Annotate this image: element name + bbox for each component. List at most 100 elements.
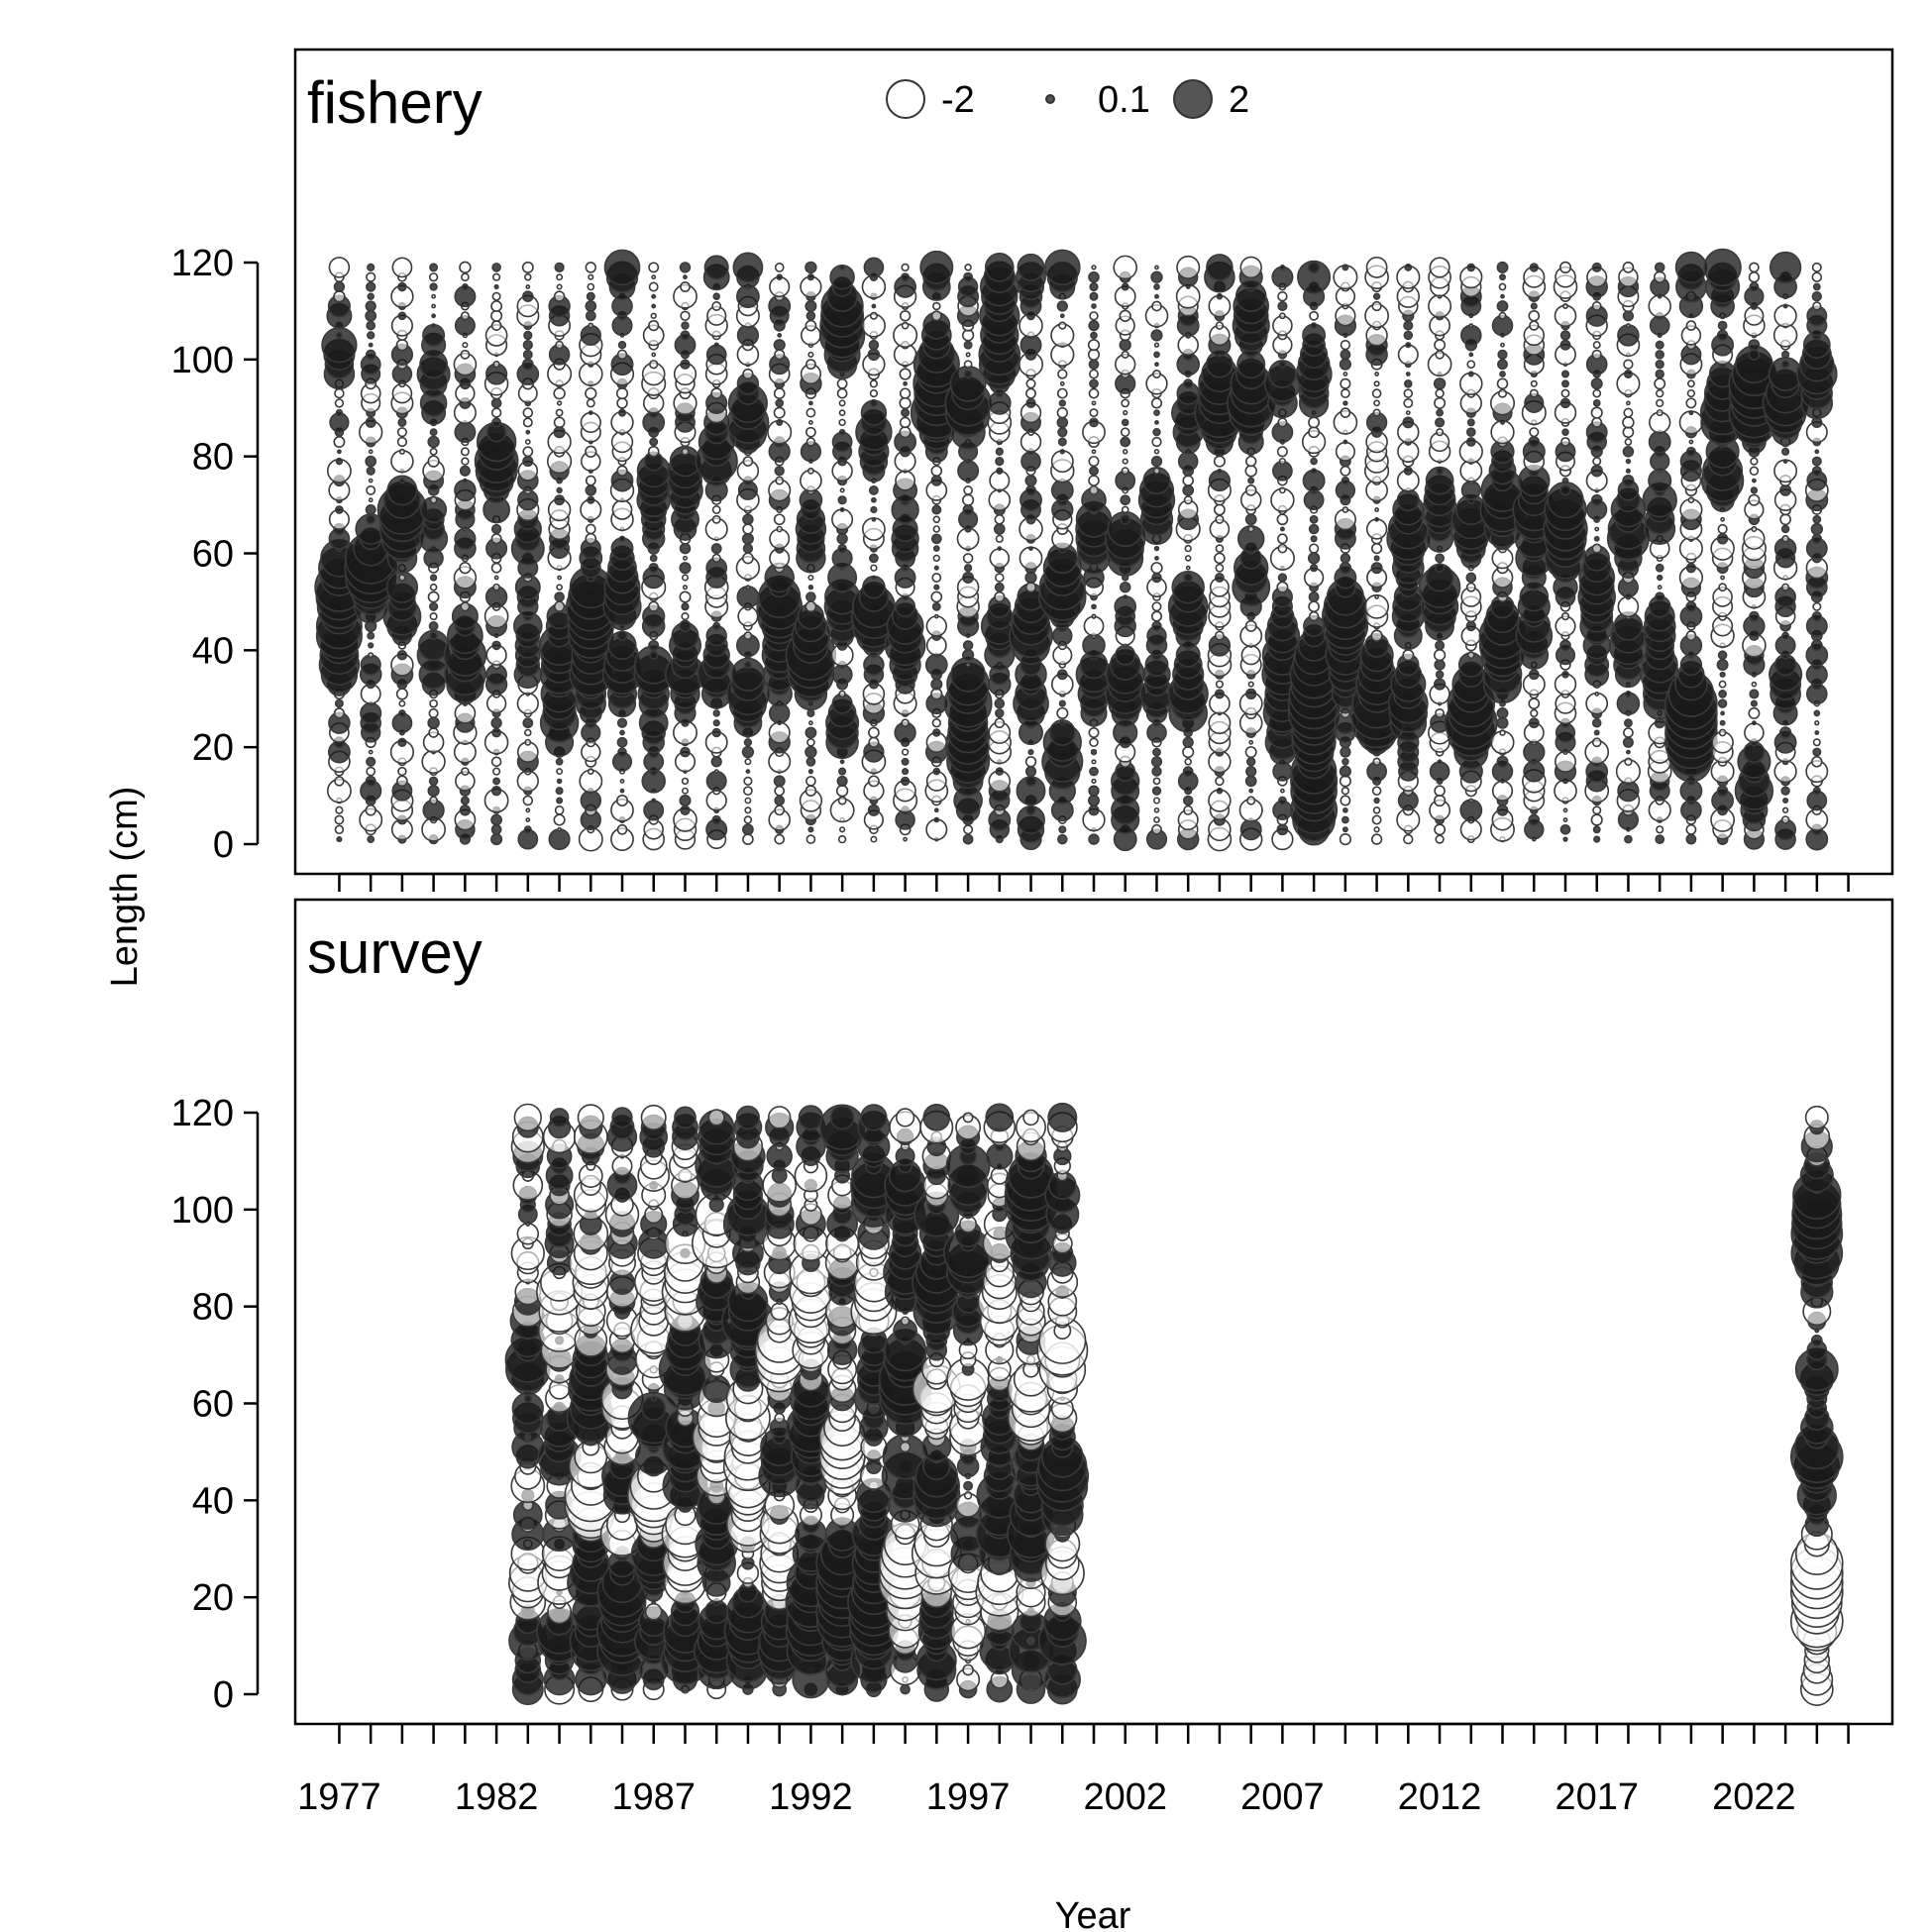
fishery-bubble-2000-107 xyxy=(1058,321,1067,330)
legend-label: 2 xyxy=(1229,79,1249,121)
fishery-bubble-1996-109 xyxy=(930,310,942,322)
fishery-bubble-1978-101 xyxy=(365,349,376,361)
fishery-bubble-1984-55 xyxy=(557,575,563,581)
fishery-bubble-2019-89 xyxy=(1656,409,1664,417)
fishery-bubble-2017-23 xyxy=(1593,729,1600,736)
fishery-bubble-1993-67 xyxy=(831,508,854,531)
fishery-bubble-1982-11 xyxy=(490,786,502,797)
fishery-bubble-1992-89 xyxy=(805,407,816,418)
fishery-bubble-2012-35 xyxy=(1435,670,1445,680)
fishery-bubble-2014-111 xyxy=(1496,300,1509,312)
fishery-bubble-1979-55 xyxy=(398,574,406,582)
fishery-bubble-1987-83 xyxy=(649,437,659,447)
fishery-bubble-1996-55 xyxy=(931,573,942,583)
fishery-bubble-2002-79 xyxy=(1122,458,1128,465)
fishery-bubble-1988-13 xyxy=(681,777,690,786)
fishery-bubble-1996-33 xyxy=(930,678,943,691)
fishery-bubble-2022-31 xyxy=(1749,689,1760,699)
fishery-bubble-1994-101 xyxy=(867,348,881,362)
fishery-bubble-1980-83 xyxy=(427,435,440,449)
fishery-bubble-1982-13 xyxy=(492,777,501,786)
fishery-bubble-1983-101 xyxy=(522,349,533,360)
fishery-bubble-1978-75 xyxy=(368,478,374,483)
fishery-bubble-1983-85 xyxy=(525,429,531,435)
fishery-bubble-2004-75 xyxy=(1182,475,1194,486)
fishery-bubble-2007-109 xyxy=(1279,312,1286,320)
fishery-bubble-1978-111 xyxy=(365,300,376,312)
fishery-bubble-1977-1 xyxy=(336,836,343,843)
fishery-bubble-2009-97 xyxy=(1342,372,1348,376)
fishery-bubble-2016-111 xyxy=(1562,303,1568,309)
fishery-bubble-1985-63 xyxy=(585,532,597,545)
fishery-bubble-2001-73 xyxy=(1089,484,1099,495)
survey-bubble-1997-119 xyxy=(962,1112,974,1124)
fishery-bubble-2001-13 xyxy=(1091,778,1097,785)
fishery-bubble-2023-63 xyxy=(1781,535,1789,543)
fishery-bubble-1994-73 xyxy=(868,484,879,495)
fishery-bubble-2002-85 xyxy=(1120,427,1130,437)
fishery-bubble-1980-27 xyxy=(428,707,439,718)
fishery-bubble-1977-113 xyxy=(333,290,346,303)
fishery-bubble-2010-67 xyxy=(1374,516,1380,522)
x-tick-label: 2022 xyxy=(1712,1776,1796,1818)
fishery-bubble-1997-103 xyxy=(963,340,973,350)
fishery-bubble-2018-79 xyxy=(1625,458,1632,465)
fishery-bubble-2019-1 xyxy=(1655,834,1665,844)
survey-bubble-1986-109 xyxy=(611,1155,633,1177)
fishery-bubble-2023-73 xyxy=(1779,483,1792,496)
fishery-bubble-1998-63 xyxy=(995,534,1004,543)
fishery-bubble-1977-81 xyxy=(336,449,342,455)
fishery-bubble-2022-65 xyxy=(1751,525,1758,533)
fishery-bubble-2002-69 xyxy=(1121,505,1129,514)
fishery-bubble-1985-71 xyxy=(587,495,595,504)
fishery-bubble-1997-99 xyxy=(963,360,973,370)
fishery-bubble-2001-21 xyxy=(1089,737,1099,748)
fishery-bubble-2018-107 xyxy=(1625,323,1631,329)
fishery-bubble-2015-109 xyxy=(1528,309,1541,322)
fishery-bubble-2002-53 xyxy=(1119,581,1131,593)
survey-bubble-1988-119 xyxy=(674,1106,697,1129)
survey-bubble-1995-77 xyxy=(900,1316,911,1327)
fishery-bubble-1990-3 xyxy=(742,823,754,836)
fishery-bubble-1984-93 xyxy=(553,386,566,400)
fishery-bubble-2006-19 xyxy=(1244,746,1257,759)
fishery-bubble-1990-67 xyxy=(742,513,754,526)
fishery-bubble-2009-81 xyxy=(1335,441,1355,462)
fishery-bubble-1989-13 xyxy=(705,770,727,792)
fishery-bubble-2005-119 xyxy=(1206,254,1234,281)
fishery-bubble-1996-49 xyxy=(931,601,941,611)
fishery-bubble-2001-113 xyxy=(1089,291,1099,301)
fishery-bubble-2002-103 xyxy=(1119,339,1131,352)
fishery-bubble-2019-55 xyxy=(1657,574,1664,582)
fishery-bubble-1995-117 xyxy=(901,272,911,282)
fishery-bubble-1981-117 xyxy=(461,272,470,282)
fishery-bubble-2013-39 xyxy=(1466,651,1475,660)
fishery-bubble-1980-25 xyxy=(427,716,440,729)
fishery-bubble-2017-25 xyxy=(1591,717,1602,728)
fishery-bubble-2015-93 xyxy=(1529,388,1539,398)
fishery-bubble-1986-13 xyxy=(619,779,625,784)
survey-bubble-1991-79 xyxy=(770,1302,789,1321)
fishery-bubble-1977-69 xyxy=(335,505,344,514)
fishery-bubble-2020-1 xyxy=(1685,833,1697,845)
fishery-bubble-2012-27 xyxy=(1435,707,1446,718)
fishery-bubble-1990-97 xyxy=(742,368,754,380)
survey-bubble-1998-119 xyxy=(985,1103,1015,1132)
fishery-bubble-1986-89 xyxy=(617,408,627,417)
fishery-bubble-1994-1 xyxy=(870,835,878,843)
fishery-bubble-1980-29 xyxy=(429,698,438,708)
fishery-bubble-2022-47 xyxy=(1749,610,1760,622)
fishery-bubble-1977-89 xyxy=(335,408,344,417)
fishery-bubble-1984-119 xyxy=(554,262,565,273)
fishery-bubble-1992-77 xyxy=(806,467,814,475)
fishery-bubble-2006-39 xyxy=(1240,645,1261,666)
fishery-bubble-1992-51 xyxy=(805,591,816,602)
fishery-bubble-1990-19 xyxy=(741,745,755,759)
fishery-bubble-1979-103 xyxy=(395,338,409,352)
fishery-bubble-2016-95 xyxy=(1561,379,1569,388)
fishery-bubble-2009-89 xyxy=(1340,407,1351,418)
fishery-bubble-2002-109 xyxy=(1119,309,1131,322)
fishery-bubble-2014-109 xyxy=(1498,311,1507,320)
x-tick-label: 1992 xyxy=(769,1776,853,1818)
fishery-bubble-2013-55 xyxy=(1465,572,1477,584)
